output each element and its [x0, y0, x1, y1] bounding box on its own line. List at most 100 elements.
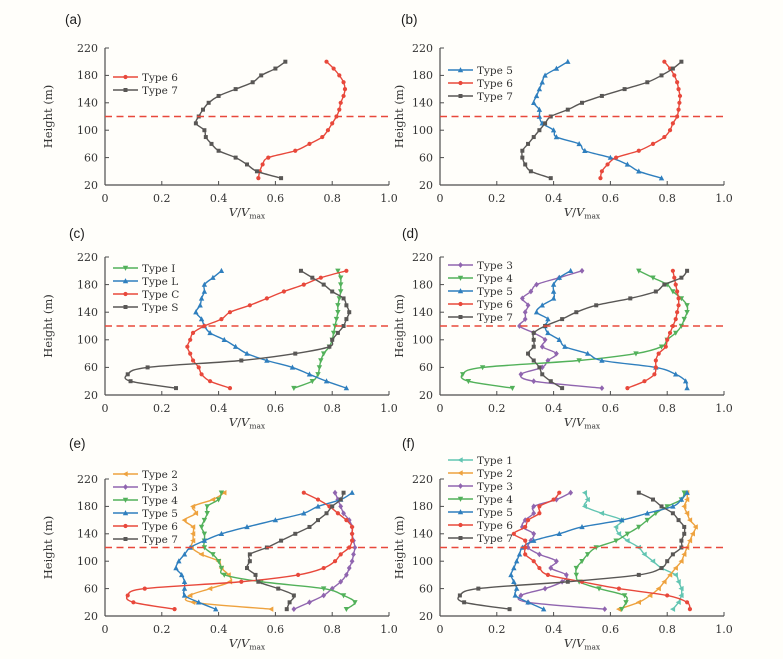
svg-text:Type 4: Type 4	[477, 273, 513, 285]
series-type-7	[526, 268, 690, 391]
legend-item: Type 5	[448, 65, 513, 77]
svg-text:Type 4: Type 4	[142, 495, 178, 507]
svg-text:220: 220	[412, 251, 433, 264]
svg-text:Type 7: Type 7	[477, 312, 513, 324]
svg-text:60: 60	[84, 151, 98, 164]
svg-text:Type 6: Type 6	[477, 299, 513, 311]
legend-item: Type 5	[448, 286, 513, 298]
svg-text:100: 100	[77, 555, 98, 568]
legend-item: Type 7	[448, 533, 513, 545]
svg-text:0.6: 0.6	[602, 623, 620, 636]
svg-text:Type 6: Type 6	[477, 520, 513, 532]
svg-text:140: 140	[77, 97, 98, 110]
svg-text:Type I: Type I	[142, 263, 175, 275]
svg-text:1.0: 1.0	[715, 402, 733, 415]
y-axis-label: Height (m)	[392, 294, 406, 357]
series-type-7	[193, 59, 288, 181]
svg-text:0.8: 0.8	[323, 623, 341, 636]
legend-item: Type 5	[448, 507, 513, 519]
plot-panel-d: 20 60 100 140 180 220 0 0.2 0.4 0.6 0.8 1.0 Height (…	[392, 251, 733, 431]
svg-text:20: 20	[84, 389, 98, 402]
series-type-5	[531, 58, 665, 181]
series-type-5	[173, 489, 355, 612]
legend-item: Type 3	[448, 481, 513, 493]
series-type-2	[181, 490, 274, 612]
axes: 20 60 100 140 180 220 0 0.2 0.4 0.6 0.8 1.0 Height (…	[392, 42, 733, 221]
svg-text:Type 3: Type 3	[477, 481, 513, 493]
svg-text:Type C: Type C	[142, 289, 179, 301]
svg-text:0.8: 0.8	[323, 402, 341, 415]
legend-item: Type S	[113, 302, 178, 314]
svg-text:180: 180	[77, 500, 98, 513]
series-type-5	[533, 267, 690, 391]
legend-item: Type 6	[448, 78, 513, 90]
svg-text:Type L: Type L	[142, 276, 178, 288]
series-type-4	[198, 490, 358, 613]
series-type-5	[508, 489, 690, 612]
svg-text:1.0: 1.0	[380, 623, 398, 636]
svg-text:0: 0	[437, 402, 444, 415]
svg-text:Type 6: Type 6	[142, 521, 178, 533]
series-type-2	[616, 490, 698, 612]
svg-text:0.6: 0.6	[267, 402, 285, 415]
svg-text:0.2: 0.2	[153, 402, 171, 415]
axes: 20 60 100 140 180 220 0 0.2 0.4 0.6 0.8 1.0 Height (…	[41, 473, 398, 652]
svg-text:Type S: Type S	[142, 302, 178, 314]
panel-label-d: (d)	[402, 226, 419, 241]
legend-item: Type 2	[448, 468, 513, 480]
legend-item: Type 4	[448, 494, 513, 506]
svg-text:0.4: 0.4	[545, 402, 563, 415]
panel-label-e: (e)	[69, 436, 86, 451]
svg-text:180: 180	[412, 278, 433, 291]
svg-text:140: 140	[77, 528, 98, 541]
panel-label-c: (c)	[69, 226, 85, 241]
svg-text:0.6: 0.6	[267, 623, 285, 636]
plot-panel-c: 20 60 100 140 180 220 0 0.2 0.4 0.6 0.8 1.0 Height (…	[41, 251, 398, 431]
svg-text:20: 20	[419, 610, 433, 623]
svg-text:100: 100	[412, 334, 433, 347]
series-type-7	[520, 59, 684, 181]
series-type-6	[598, 59, 683, 181]
svg-text:Type 6: Type 6	[477, 78, 513, 90]
svg-text:20: 20	[419, 389, 433, 402]
axes: 20 60 100 140 180 220 0 0.2 0.4 0.6 0.8 1.0 Height (…	[41, 42, 398, 221]
svg-text:0: 0	[102, 192, 109, 205]
svg-text:0: 0	[102, 402, 109, 415]
series-type-3	[291, 489, 358, 613]
svg-text:Type 1: Type 1	[477, 455, 513, 467]
svg-text:60: 60	[419, 582, 433, 595]
svg-text:60: 60	[419, 151, 433, 164]
legend-item: Type 5	[113, 508, 178, 520]
svg-text:1.0: 1.0	[715, 623, 733, 636]
svg-text:1.0: 1.0	[715, 192, 733, 205]
svg-text:220: 220	[77, 251, 98, 264]
series-type-7	[457, 490, 687, 612]
plot-panel-f: 20 60 100 140 180 220 0 0.2 0.4 0.6 0.8 1.0 Height (…	[392, 455, 733, 652]
svg-text:0.2: 0.2	[488, 192, 506, 205]
series-type-6	[125, 490, 355, 612]
svg-text:0.4: 0.4	[210, 192, 228, 205]
legend-item: Type 6	[448, 299, 513, 311]
svg-text:20: 20	[419, 179, 433, 192]
svg-text:220: 220	[412, 42, 433, 55]
legend-item: Type 7	[113, 85, 178, 97]
series-type-3	[517, 489, 608, 613]
svg-text:140: 140	[412, 97, 433, 110]
y-axis-label: Height (m)	[392, 516, 406, 579]
y-axis-label: Height (m)	[41, 294, 55, 357]
series-type-s	[124, 268, 352, 391]
series-type-6	[625, 268, 681, 391]
legend-item: Type 7	[113, 534, 178, 546]
svg-text:0.2: 0.2	[488, 402, 506, 415]
legend-item: Type 7	[448, 312, 513, 324]
axes: 20 60 100 140 180 220 0 0.2 0.4 0.6 0.8 1.0 Height (…	[41, 251, 398, 431]
plot-panel-a: 20 60 100 140 180 220 0 0.2 0.4 0.6 0.8 1.0 Height (…	[41, 42, 398, 221]
legend-item: Type 6	[113, 72, 178, 84]
svg-text:0: 0	[437, 192, 444, 205]
svg-text:20: 20	[84, 179, 98, 192]
svg-text:0.8: 0.8	[658, 623, 676, 636]
series-type-6	[256, 59, 348, 181]
svg-text:220: 220	[77, 473, 98, 486]
